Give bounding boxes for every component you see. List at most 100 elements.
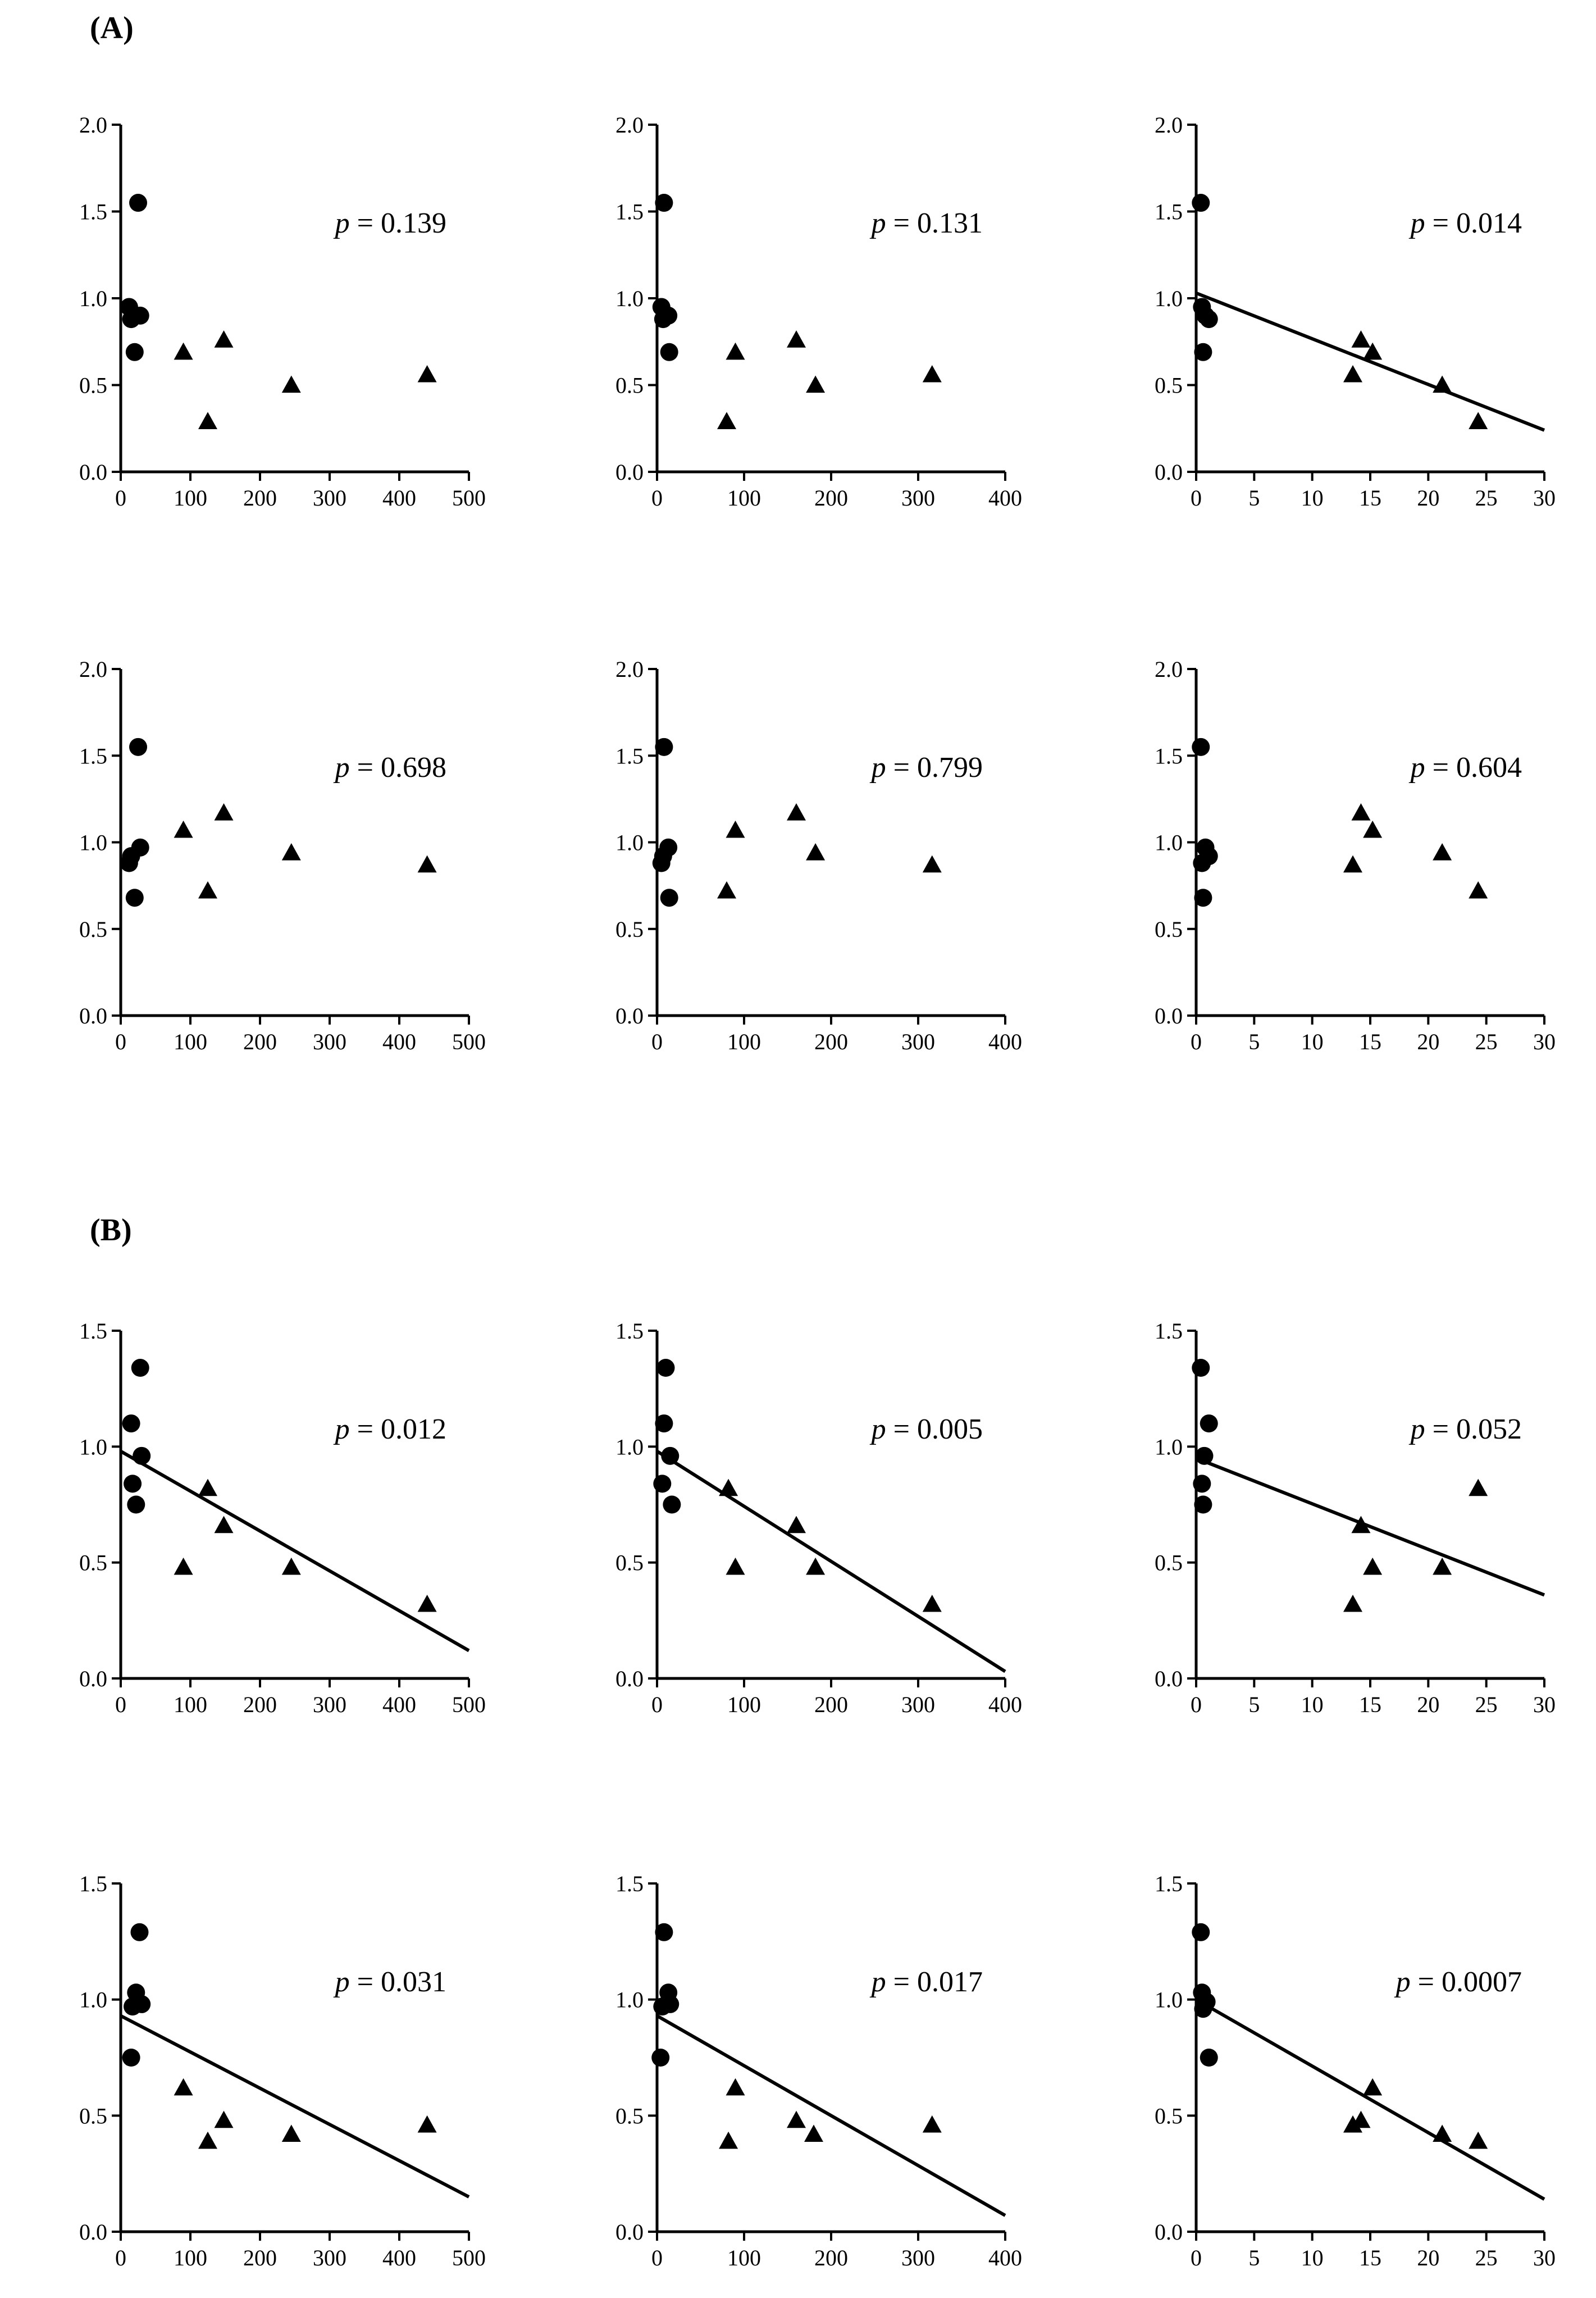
x-tick-label: 300 [901,2245,935,2270]
y-tick-label: 0.5 [79,1550,107,1576]
circle-point [1200,310,1218,329]
y-tick-label: 2.0 [1155,657,1183,682]
triangle-point [1351,803,1371,821]
regression-line [1195,1457,1545,1597]
p-symbol: p [869,1966,886,1998]
x-tick-label: 0 [115,485,126,511]
x-tick-label: 400 [382,485,416,511]
y-tick-label: 0.0 [615,1003,644,1029]
p-value-label: p = 0.014 [1408,207,1522,239]
p-equals: = [886,207,917,239]
y-tick-label: 0.5 [79,373,107,398]
x-tick-label: 0 [1191,1692,1202,1717]
triangle-point [726,2078,745,2096]
p-value-label: p = 0.031 [333,1966,446,1998]
x-tick-label: 400 [988,1029,1022,1054]
triangle-point [198,2131,217,2149]
p-equals: = [1425,207,1456,239]
triangle-point [1351,2110,1371,2128]
circle-point [131,1359,149,1377]
triangle-point [1363,342,1383,360]
y-tick-label: 0.0 [1155,1666,1183,1691]
triangle-point [1343,365,1362,383]
triangle-point [806,1557,826,1575]
y-tick-label: 1.0 [79,1434,107,1459]
p-value-label: p = 0.131 [869,207,983,239]
x-tick-label: 200 [814,2245,848,2270]
y-tick-label: 1.0 [615,286,644,311]
triangle-point [281,843,301,861]
x-tick-label: 100 [174,1029,207,1054]
triangle-point [922,855,942,873]
x-tick-label: 30 [1533,2245,1556,2270]
x-tick-label: 300 [901,485,935,511]
p-equals: = [886,1413,917,1445]
x-tick-label: 100 [727,2245,761,2270]
circle-point [127,1495,145,1514]
circle-point [659,838,678,857]
x-tick-label: 200 [814,1692,848,1717]
x-tick-label: 25 [1475,485,1498,511]
p-value: 0.017 [917,1966,983,1998]
x-tick-label: 500 [452,485,486,511]
p-value: 0.014 [1456,207,1522,239]
regression-line [1195,291,1545,432]
p-value: 0.131 [917,207,983,239]
circle-point [660,889,678,907]
p-equals: = [350,207,381,239]
x-tick-label: 300 [901,1029,935,1054]
triangle-point [1363,820,1383,838]
x-tick-label: 20 [1417,2245,1439,2270]
triangle-point [719,2131,738,2149]
circle-point [659,306,678,325]
triangle-point [726,1557,745,1575]
x-tick-label: 15 [1359,1029,1381,1054]
x-tick-label: 0 [115,1692,126,1717]
x-tick-label: 0 [1191,1029,1202,1054]
y-tick-label: 1.5 [79,743,107,768]
circle-point [131,838,149,857]
triangle-point [281,1557,301,1575]
circle-point [1192,738,1210,756]
circle-point [1192,194,1210,212]
triangle-point [198,1478,217,1496]
triangle-point [198,412,217,429]
x-tick-label: 400 [988,2245,1022,2270]
p-equals: = [1425,1413,1456,1445]
y-tick-label: 0.0 [79,1666,107,1691]
y-tick-label: 0.0 [615,2219,644,2245]
triangle-point [417,2115,437,2133]
triangle-point [281,2124,301,2142]
circle-point [1200,847,1218,866]
x-tick-label: 25 [1475,2245,1498,2270]
y-tick-label: 0.0 [79,2219,107,2245]
p-value-label: p = 0.052 [1408,1413,1522,1445]
x-tick-label: 100 [174,1692,207,1717]
triangle-point [417,365,437,383]
p-value-label: p = 0.017 [869,1966,983,1998]
section-label-b: (B) [90,1213,132,1248]
p-equals: = [350,1966,381,1998]
y-tick-label: 1.0 [615,1987,644,2013]
triangle-point [174,342,193,360]
x-tick-label: 400 [382,1029,416,1054]
p-value-label: p = 0.0007 [1394,1966,1522,1998]
x-tick-label: 0 [651,485,663,511]
p-value: 0.031 [381,1966,446,1998]
p-equals: = [1425,752,1456,784]
x-tick-label: 0 [651,1692,663,1717]
p-value: 0.012 [381,1413,446,1445]
x-tick-label: 400 [988,485,1022,511]
x-tick-label: 30 [1533,1692,1556,1717]
circle-point [1193,1475,1211,1493]
triangle-point [922,2115,942,2133]
triangle-point [1433,2124,1452,2142]
circle-point [130,1923,149,1941]
y-tick-label: 0.5 [1155,2103,1183,2128]
y-tick-label: 0.0 [615,459,644,485]
p-value-label: p = 0.012 [333,1413,446,1445]
circle-point [129,194,147,212]
y-tick-label: 0.0 [615,1666,644,1691]
triangle-point [1351,330,1371,348]
